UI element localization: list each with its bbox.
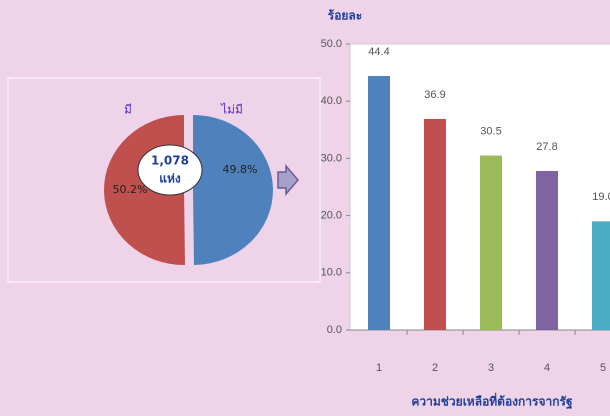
x-tick-label: 4 [544, 362, 550, 374]
data-label: 50.2% [113, 183, 148, 196]
y-tick-label: 50.0 [321, 38, 342, 50]
bar [592, 221, 610, 330]
legend-label: มี [124, 103, 132, 117]
pie-frame [7, 77, 321, 283]
bar [480, 155, 502, 330]
data-label: 49.8% [223, 163, 258, 176]
y-axis-title: ร้อยละ [328, 9, 362, 23]
data-label: 19.0 [592, 191, 610, 203]
y-tick-label: 10.0 [321, 267, 342, 279]
arrow [277, 163, 299, 197]
y-tick-label: 40.0 [321, 95, 342, 107]
pie-slice [193, 115, 273, 265]
x-tick-label: 2 [432, 362, 438, 374]
y-tick-label: 30.0 [321, 152, 342, 164]
bar [368, 76, 390, 330]
center-text: แห่ง [159, 172, 181, 186]
data-label: 36.9 [424, 89, 445, 101]
data-label: 44.4 [368, 46, 389, 58]
legend-label: ไม่มี [220, 103, 243, 117]
x-tick-label: 3 [488, 362, 494, 374]
x-tick-label: 5 [600, 362, 606, 374]
data-label: 27.8 [536, 141, 557, 153]
bar [536, 170, 558, 330]
bar [424, 118, 446, 330]
center-badge [137, 144, 203, 196]
y-tick-label: 20.0 [321, 210, 342, 222]
x-tick-label: 1 [376, 362, 382, 374]
y-tick-label: 0.0 [327, 324, 342, 336]
center-text: 1,078 [151, 154, 189, 168]
x-axis-title: ความช่วยเหลือที่ต้องการจากรัฐ [411, 393, 573, 410]
data-label: 30.5 [480, 125, 501, 137]
